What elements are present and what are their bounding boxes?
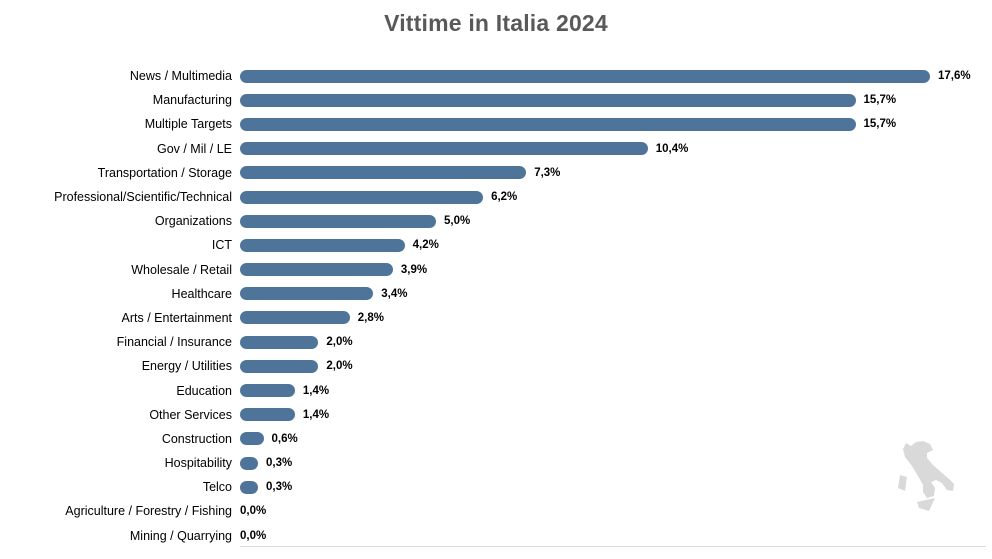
category-label: Other Services <box>149 407 232 422</box>
bar-row: ICT 4,2% <box>0 233 992 257</box>
bar <box>240 190 484 204</box>
bar-row: Hospitability 0,3% <box>0 451 992 475</box>
bar-row: Manufacturing 15,7% <box>0 88 992 112</box>
bar-row: Healthcare 3,4% <box>0 282 992 306</box>
chart-title: Vittime in Italia 2024 <box>384 10 608 36</box>
value-label: 10,4% <box>655 142 689 155</box>
bar-row: Telco 0,3% <box>0 475 992 499</box>
category-label: Financial / Insurance <box>116 335 232 350</box>
bar <box>240 287 374 301</box>
bar <box>240 69 930 83</box>
value-label: 15,7% <box>863 118 897 131</box>
value-label: 3,4% <box>381 287 408 300</box>
category-label: Manufacturing <box>152 93 232 108</box>
bar-row: Arts / Entertainment 2,8% <box>0 306 992 330</box>
value-label: 2,8% <box>357 311 384 324</box>
category-label: Arts / Entertainment <box>121 310 232 325</box>
bar-row: Construction 0,6% <box>0 427 992 451</box>
bar <box>240 142 648 156</box>
bar-row: Financial / Insurance 2,0% <box>0 330 992 354</box>
bar <box>240 432 264 446</box>
x-axis-line <box>240 546 986 547</box>
category-label: Hospitability <box>164 456 232 471</box>
value-label: 5,0% <box>444 215 471 228</box>
bar <box>240 408 295 422</box>
bar-row: Professional/Scientific/Technical 6,2% <box>0 185 992 209</box>
category-label: Telco <box>202 480 232 495</box>
category-label: Professional/Scientific/Technical <box>54 190 232 205</box>
bar <box>240 480 258 494</box>
category-label: Mining / Quarrying <box>129 528 232 543</box>
bar-row: Multiple Targets 15,7% <box>0 112 992 136</box>
bar <box>240 359 319 373</box>
category-label: Healthcare <box>171 286 232 301</box>
bar-row: Transportation / Storage 7,3% <box>0 161 992 185</box>
bar <box>240 456 258 470</box>
bar <box>240 384 295 398</box>
category-label: Gov / Mil / LE <box>156 141 232 156</box>
value-label: 17,6% <box>938 70 971 83</box>
bar-row: Other Services 1,4% <box>0 403 992 427</box>
category-label: Wholesale / Retail <box>131 262 232 277</box>
bar <box>240 166 527 180</box>
category-label: Education <box>176 383 232 398</box>
category-label: Energy / Utilities <box>141 359 232 374</box>
bar <box>240 238 405 252</box>
category-label: Transportation / Storage <box>97 165 232 180</box>
value-label: 0,3% <box>266 481 293 494</box>
value-label: 0,3% <box>266 457 293 470</box>
value-label: 2,0% <box>326 336 353 349</box>
bar <box>240 214 437 228</box>
value-label: 7,3% <box>534 166 561 179</box>
value-label: 15,7% <box>863 94 897 107</box>
bar-row: Mining / Quarrying 0,0% <box>0 524 992 548</box>
value-label: 6,2% <box>491 191 518 204</box>
category-label: Multiple Targets <box>144 117 232 132</box>
bar <box>240 335 319 349</box>
value-label: 2,0% <box>326 360 353 373</box>
bar <box>240 117 856 131</box>
bar-row: Energy / Utilities 2,0% <box>0 354 992 378</box>
bar-row: Gov / Mil / LE 10,4% <box>0 137 992 161</box>
value-label: 3,9% <box>400 263 428 276</box>
bar-row: Organizations 5,0% <box>0 209 992 233</box>
italy-map-icon <box>898 441 954 511</box>
category-label: News / Multimedia <box>129 69 232 84</box>
value-label: 0,0% <box>240 529 267 542</box>
category-label: ICT <box>211 238 232 253</box>
value-label: 1,4% <box>302 384 330 397</box>
category-label: Agriculture / Forestry / Fishing <box>65 504 232 519</box>
category-label: Organizations <box>154 214 232 229</box>
bar-row: News / Multimedia 17,6% <box>0 64 992 88</box>
category-label: Construction <box>161 431 232 446</box>
bar <box>240 311 350 325</box>
chart-rows: News / Multimedia 17,6% Manufacturing 15,7%… <box>0 64 992 548</box>
bar-row: Agriculture / Forestry / Fishing 0,0% <box>0 499 992 523</box>
bar <box>240 93 856 107</box>
bar <box>240 263 393 277</box>
value-label: 0,0% <box>240 505 267 518</box>
bar-row: Wholesale / Retail 3,9% <box>0 258 992 282</box>
value-label: 1,4% <box>302 408 330 421</box>
value-label: 0,6% <box>271 432 298 445</box>
bar-row: Education 1,4% <box>0 378 992 402</box>
value-label: 4,2% <box>412 239 439 252</box>
